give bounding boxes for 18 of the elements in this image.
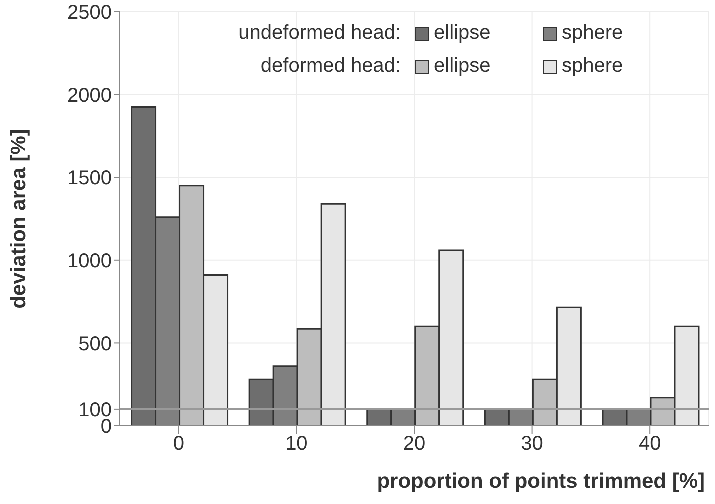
x-tick-label: 40 [638,433,662,456]
y-tick-label: 1500 [68,168,112,190]
legend-label: ellipse [434,22,491,45]
legend-label: sphere [562,55,624,78]
annotation: deformed head: [260,55,401,78]
x-tick-label: 20 [403,433,426,456]
x-tick-label: 0 [173,433,184,456]
y-axis-title: deviation area [%] [7,129,30,309]
legend-label: sphere [562,22,624,45]
x-tick-label: 30 [521,433,544,456]
y-tick-label: 2500 [68,2,112,24]
y-tick-label: 2000 [68,84,112,107]
legend-label: ellipse [434,55,491,78]
x-tick-label: 10 [286,433,308,456]
y-tick-label: 500 [78,333,112,356]
x-axis-title: proportion of points trimmed [%] [377,470,705,493]
y-tick-label: 1000 [68,250,112,272]
annotation: undeformed head: [238,22,401,45]
